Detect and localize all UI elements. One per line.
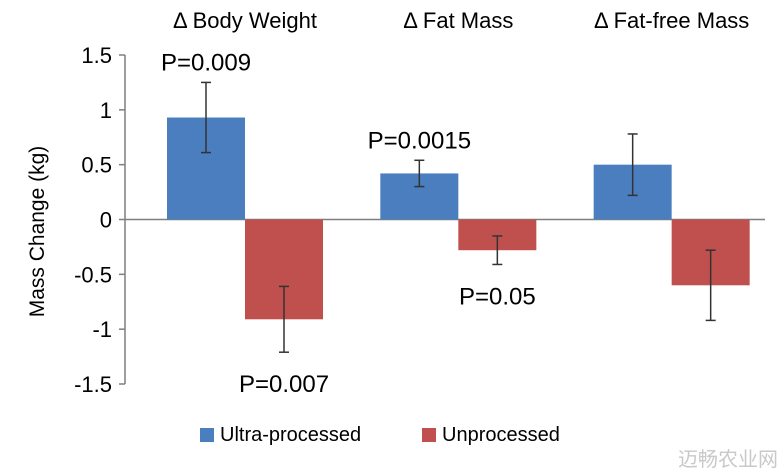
p-value-annotation: P=0.05 bbox=[459, 283, 536, 310]
p-value-annotation: P=0.0015 bbox=[368, 127, 471, 154]
y-tick-label: 1 bbox=[100, 98, 112, 123]
category-label: Δ Fat Mass bbox=[403, 8, 513, 33]
axes: 1.5 1 0.5 0 -0.5 -1 -1.5 Mass Change (kg) bbox=[26, 43, 765, 397]
y-tick-label: 1.5 bbox=[81, 43, 112, 68]
y-tick-label: -0.5 bbox=[74, 262, 112, 287]
p-value-annotation: P=0.009 bbox=[161, 49, 251, 76]
labels: Δ Body Weight Δ Fat Mass Δ Fat-free Mass P=… bbox=[161, 8, 749, 398]
legend-swatch bbox=[200, 428, 214, 442]
category-label: Δ Fat-free Mass bbox=[594, 8, 749, 33]
y-tick-label: -1.5 bbox=[74, 372, 112, 397]
y-tick-label: 0 bbox=[100, 208, 112, 233]
y-axis-label: Mass Change (kg) bbox=[26, 146, 49, 318]
y-tick-label: -1 bbox=[92, 317, 112, 342]
category-label: Δ Body Weight bbox=[173, 8, 317, 33]
p-value-annotation: P=0.007 bbox=[239, 371, 329, 398]
legend-label: Ultra-processed bbox=[220, 424, 361, 446]
watermark-text: 迈畅农业网 bbox=[678, 447, 778, 471]
legend-label: Unprocessed bbox=[442, 424, 560, 446]
bars bbox=[167, 81, 750, 353]
legend: Ultra-processed Unprocessed bbox=[200, 424, 560, 446]
y-tick-label: 0.5 bbox=[81, 153, 112, 178]
legend-swatch bbox=[422, 428, 436, 442]
